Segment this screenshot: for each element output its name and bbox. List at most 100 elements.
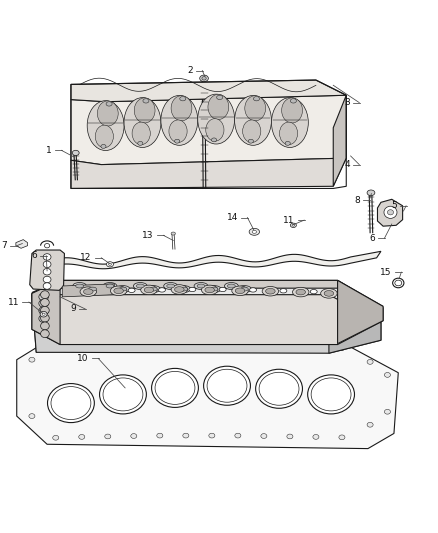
Ellipse shape <box>103 282 117 289</box>
Ellipse shape <box>272 98 308 148</box>
Ellipse shape <box>254 96 260 101</box>
Ellipse shape <box>287 434 293 439</box>
Ellipse shape <box>106 262 113 267</box>
Ellipse shape <box>235 95 272 146</box>
Text: 3: 3 <box>344 98 350 107</box>
Ellipse shape <box>324 290 334 296</box>
Ellipse shape <box>42 313 45 316</box>
Ellipse shape <box>313 344 319 349</box>
Ellipse shape <box>206 119 224 141</box>
Ellipse shape <box>39 307 48 314</box>
Ellipse shape <box>164 282 177 289</box>
Ellipse shape <box>41 314 49 322</box>
Ellipse shape <box>76 284 84 288</box>
Polygon shape <box>32 280 383 344</box>
Ellipse shape <box>80 287 96 296</box>
Ellipse shape <box>224 282 238 289</box>
Ellipse shape <box>293 287 309 297</box>
Polygon shape <box>71 95 346 165</box>
Ellipse shape <box>280 288 287 293</box>
Ellipse shape <box>198 94 235 144</box>
Text: 7: 7 <box>1 241 7 250</box>
Ellipse shape <box>110 286 127 296</box>
Ellipse shape <box>235 288 245 294</box>
Ellipse shape <box>240 287 248 291</box>
Ellipse shape <box>157 433 163 438</box>
Ellipse shape <box>243 120 261 142</box>
Ellipse shape <box>248 139 254 143</box>
Polygon shape <box>32 280 383 306</box>
Ellipse shape <box>157 342 163 346</box>
Polygon shape <box>32 281 381 323</box>
Ellipse shape <box>209 433 215 438</box>
Ellipse shape <box>171 95 192 121</box>
Ellipse shape <box>205 287 215 293</box>
Ellipse shape <box>200 75 208 82</box>
Ellipse shape <box>51 386 91 419</box>
Ellipse shape <box>367 190 375 196</box>
Ellipse shape <box>395 280 402 286</box>
Text: 5: 5 <box>391 201 396 211</box>
Polygon shape <box>329 295 381 353</box>
Ellipse shape <box>143 99 149 103</box>
Ellipse shape <box>161 95 198 146</box>
Ellipse shape <box>67 290 74 295</box>
Ellipse shape <box>43 283 51 289</box>
Text: 10: 10 <box>77 354 89 363</box>
Ellipse shape <box>119 287 127 291</box>
Ellipse shape <box>261 434 267 439</box>
Ellipse shape <box>79 434 85 439</box>
Text: 12: 12 <box>80 253 92 262</box>
Ellipse shape <box>29 357 35 362</box>
Ellipse shape <box>367 359 373 364</box>
Ellipse shape <box>177 286 191 293</box>
Ellipse shape <box>131 434 137 439</box>
Ellipse shape <box>256 369 303 408</box>
Ellipse shape <box>136 284 144 288</box>
Ellipse shape <box>201 285 218 295</box>
Ellipse shape <box>262 286 279 296</box>
Ellipse shape <box>169 120 187 142</box>
Ellipse shape <box>367 422 373 427</box>
Ellipse shape <box>86 286 99 293</box>
Ellipse shape <box>321 288 337 298</box>
Ellipse shape <box>43 261 51 268</box>
Ellipse shape <box>232 286 248 296</box>
Ellipse shape <box>152 368 198 407</box>
Ellipse shape <box>95 125 113 148</box>
Polygon shape <box>32 295 381 353</box>
Text: 8: 8 <box>354 196 360 205</box>
Polygon shape <box>333 95 346 187</box>
Ellipse shape <box>132 122 150 144</box>
Ellipse shape <box>89 287 96 291</box>
Polygon shape <box>16 240 28 248</box>
Ellipse shape <box>73 282 87 289</box>
Ellipse shape <box>146 286 160 293</box>
Ellipse shape <box>265 288 275 294</box>
Ellipse shape <box>202 77 206 80</box>
Text: 1: 1 <box>46 146 52 155</box>
Ellipse shape <box>175 287 184 292</box>
Ellipse shape <box>259 372 299 405</box>
Ellipse shape <box>171 232 176 235</box>
Ellipse shape <box>252 230 257 233</box>
Text: 11: 11 <box>8 297 19 306</box>
Ellipse shape <box>131 342 137 346</box>
Polygon shape <box>338 280 383 344</box>
Ellipse shape <box>310 289 317 294</box>
Ellipse shape <box>103 378 143 411</box>
Ellipse shape <box>109 263 112 265</box>
Text: 2: 2 <box>187 66 193 75</box>
Ellipse shape <box>72 150 79 156</box>
Ellipse shape <box>41 298 49 306</box>
Ellipse shape <box>385 409 391 414</box>
Ellipse shape <box>106 284 114 288</box>
Ellipse shape <box>210 287 218 291</box>
Ellipse shape <box>292 224 295 226</box>
Ellipse shape <box>384 206 397 219</box>
Ellipse shape <box>180 96 186 101</box>
Text: 6: 6 <box>31 251 37 260</box>
Ellipse shape <box>29 414 35 418</box>
Ellipse shape <box>105 434 111 439</box>
Ellipse shape <box>105 342 111 347</box>
